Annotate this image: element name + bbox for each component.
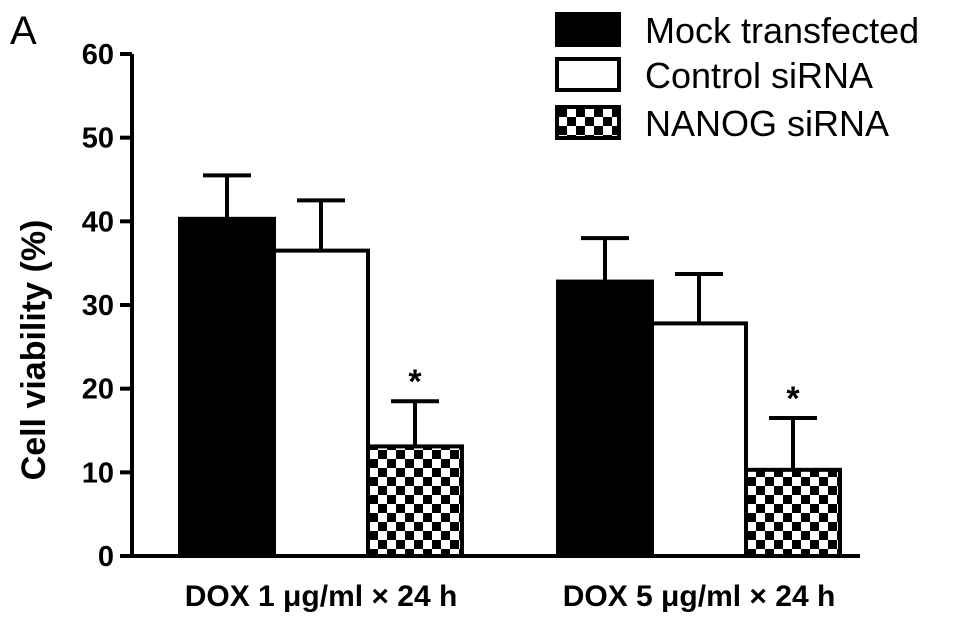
bar — [556, 279, 654, 558]
y-tick-label: 30 — [82, 290, 114, 322]
significance-marker: * — [786, 380, 800, 418]
y-tick-label: 20 — [82, 374, 114, 406]
legend-label: Mock transfected — [645, 10, 919, 51]
legend-label: NANOG siRNA — [645, 103, 889, 144]
y-tick-label: 60 — [82, 39, 114, 71]
legend-label: Control siRNA — [645, 55, 873, 96]
y-axis: 0 10 20 30 40 50 60 — [82, 39, 134, 573]
bar — [178, 216, 276, 558]
y-tick-label: 0 — [98, 541, 114, 573]
bar — [366, 444, 464, 558]
x-tick-label: DOX 5 μg/ml × 24 h — [563, 580, 836, 613]
bar — [650, 321, 748, 559]
significance-marker: * — [408, 363, 422, 401]
bar — [744, 467, 842, 558]
x-tick-label: DOX 1 μg/ml × 24 h — [185, 580, 458, 613]
legend-swatch — [555, 12, 621, 47]
bar — [272, 248, 370, 558]
x-axis-labels: DOX 1 μg/ml × 24 h DOX 5 μg/ml × 24 h — [185, 580, 836, 613]
y-tick-label: 10 — [82, 457, 114, 489]
y-tick-label: 50 — [82, 123, 114, 155]
legend-swatch — [555, 105, 621, 140]
panel-label: A — [10, 9, 37, 53]
legend-swatch — [555, 57, 621, 92]
y-tick-label: 40 — [82, 206, 114, 238]
y-axis-label: Cell viability (%) — [15, 220, 53, 481]
bars-group: * * — [132, 173, 860, 559]
